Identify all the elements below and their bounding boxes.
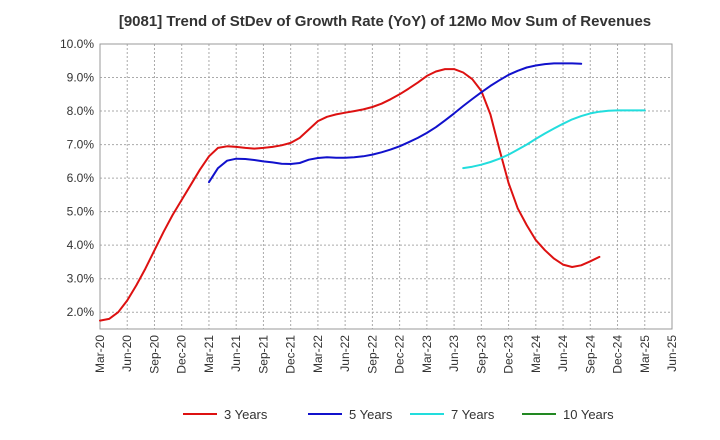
x-tick-label: Dec-23 xyxy=(502,335,516,374)
x-tick-label: Sep-24 xyxy=(583,335,597,374)
y-tick-label: 2.0% xyxy=(67,305,95,319)
x-tick-label: Mar-20 xyxy=(93,335,107,373)
legend-label: 3 Years xyxy=(224,407,268,422)
x-tick-label: Dec-21 xyxy=(284,335,298,374)
y-tick-label: 9.0% xyxy=(67,71,95,85)
x-tick-label: Mar-24 xyxy=(529,335,543,373)
legend: 3 Years 5 Years 7 Years 10 Years xyxy=(183,407,614,422)
x-tick-label: Sep-23 xyxy=(474,335,488,374)
y-tick-label: 3.0% xyxy=(67,272,95,286)
x-tick-label: Jun-25 xyxy=(665,335,679,372)
x-tick-label: Dec-22 xyxy=(393,335,407,374)
x-tick-label: Sep-22 xyxy=(365,335,379,374)
plot-frame xyxy=(99,43,673,330)
x-tick-label: Jun-24 xyxy=(556,335,570,372)
x-tick-label: Jun-21 xyxy=(229,335,243,372)
series-line-5-years xyxy=(208,62,583,184)
chart-title: [9081] Trend of StDev of Growth Rate (Yo… xyxy=(119,13,651,30)
legend-item-3-years: 3 Years xyxy=(183,407,268,422)
y-tick-label: 10.0% xyxy=(60,37,94,51)
y-tick-label: 6.0% xyxy=(67,171,95,185)
x-tick-label: Jun-20 xyxy=(120,335,134,372)
y-tick-label: 7.0% xyxy=(67,138,95,152)
x-tick-label: Jun-23 xyxy=(447,335,461,372)
legend-item-5-years: 5 Years xyxy=(308,407,393,422)
x-tick-label: Dec-24 xyxy=(611,335,625,374)
legend-label: 5 Years xyxy=(349,407,393,422)
x-tick-label: Sep-21 xyxy=(256,335,270,374)
series-layer xyxy=(99,62,646,322)
x-tick-label: Jun-22 xyxy=(338,335,352,372)
y-tick-label: 4.0% xyxy=(67,238,95,252)
y-axis-ticks: 2.0% 3.0% 4.0% 5.0% 6.0% 7.0% 8.0% 9.0% 10.0% xyxy=(60,37,94,319)
grid-layer xyxy=(100,43,672,329)
legend-label: 7 Years xyxy=(451,407,495,422)
x-tick-label: Mar-22 xyxy=(311,335,325,373)
x-tick-label: Mar-21 xyxy=(202,335,216,373)
legend-item-10-years: 10 Years xyxy=(522,407,614,422)
x-tick-label: Dec-20 xyxy=(175,335,189,374)
series-line-3-years xyxy=(99,68,601,322)
legend-label: 10 Years xyxy=(563,407,614,422)
x-tick-label: Mar-23 xyxy=(420,335,434,373)
legend-item-7-years: 7 Years xyxy=(410,407,495,422)
series-line-7-years xyxy=(462,109,646,170)
x-tick-label: Sep-20 xyxy=(147,335,161,374)
x-axis-ticks: Mar-20 Jun-20 Sep-20 Dec-20 Mar-21 Jun-21 Sep-… xyxy=(93,335,679,374)
x-tick-label: Mar-25 xyxy=(638,335,652,373)
y-tick-label: 5.0% xyxy=(67,205,95,219)
y-tick-label: 8.0% xyxy=(67,104,95,118)
